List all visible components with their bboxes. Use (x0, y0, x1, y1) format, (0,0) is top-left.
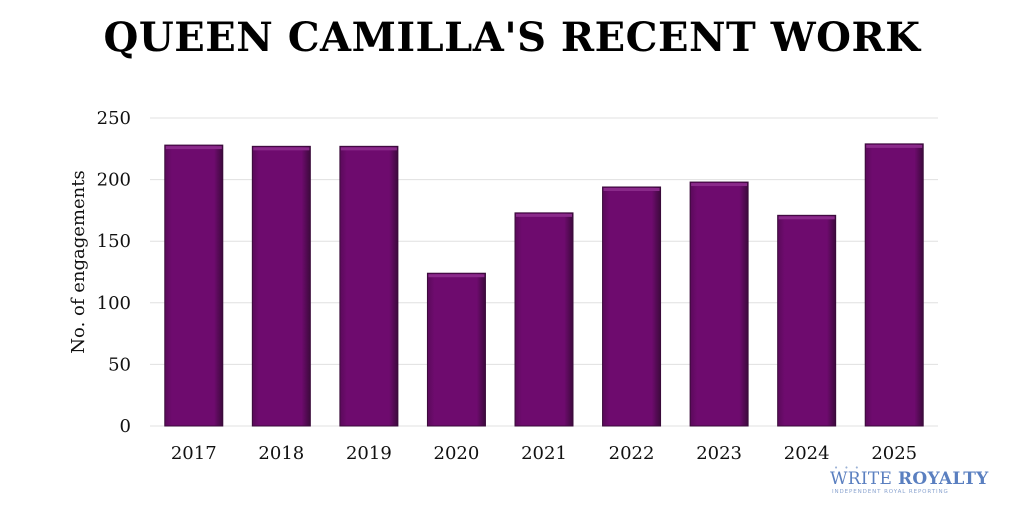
x-tick-label: 2022 (609, 443, 655, 464)
x-tick-label: 2024 (784, 443, 830, 464)
y-tick-label: 50 (108, 354, 131, 375)
bar-2023 (689, 181, 749, 427)
chart-title: QUEEN CAMILLA'S RECENT WORK (103, 14, 921, 61)
bar-top-highlight (691, 183, 748, 187)
x-tick-label: 2025 (871, 443, 917, 464)
watermark-dots: • • • (834, 464, 861, 472)
bar-2024 (777, 214, 837, 427)
bar-top-highlight (866, 144, 923, 148)
x-tick-label: 2020 (434, 443, 480, 464)
y-tick-label: 0 (120, 416, 131, 437)
bar-2020 (426, 272, 486, 427)
bar-2021 (514, 212, 574, 427)
y-axis-title: No. of engagements (68, 170, 89, 353)
bar-rect (164, 144, 224, 427)
bar-top-highlight (165, 146, 222, 150)
bar-top-highlight (340, 147, 397, 151)
bar-top-highlight (603, 187, 660, 191)
bar-2017 (164, 144, 224, 427)
bar-2022 (602, 186, 662, 427)
write-royalty-watermark: • • • WRITE ROYALTY INDEPENDENT ROYAL RE… (830, 464, 990, 495)
x-tick-label: 2021 (521, 443, 567, 464)
x-tick-label: 2023 (696, 443, 742, 464)
watermark-brand-regular: WRITE (830, 469, 898, 489)
x-tick-label: 2018 (258, 443, 304, 464)
bar-top-highlight (428, 274, 485, 278)
bar-rect (602, 186, 662, 427)
bar-rect (689, 181, 749, 427)
watermark-brand: WRITE ROYALTY (830, 470, 990, 488)
bar-top-highlight (778, 216, 835, 220)
bar-rect (339, 145, 399, 427)
bar-2019 (339, 145, 399, 427)
y-tick-label: 200 (97, 170, 131, 191)
watermark-brand-bold: ROYALTY (897, 469, 989, 489)
x-tick-label: 2017 (171, 443, 217, 464)
bar-2025 (864, 143, 924, 427)
bar-top-highlight (516, 213, 572, 217)
bar-rect (251, 145, 311, 427)
x-tick-label: 2019 (346, 443, 392, 464)
bar-rect (426, 272, 486, 427)
bar-rect (777, 214, 837, 427)
y-tick-label: 100 (97, 293, 131, 314)
x-tick-labels: 2017 2018 2019 2020 2021 2022 2023 2024 2025 (171, 443, 917, 464)
watermark-tagline: INDEPENDENT ROYAL REPORTING (832, 489, 949, 495)
bar-rect (514, 212, 574, 427)
y-tick-labels: 0 50 100 150 200 250 (97, 108, 131, 437)
bar-top-highlight (253, 147, 310, 151)
y-tick-label: 250 (97, 108, 131, 129)
bar-rect (864, 143, 924, 427)
bars (164, 143, 924, 427)
bar-2018 (251, 145, 311, 427)
y-tick-label: 150 (97, 231, 131, 252)
